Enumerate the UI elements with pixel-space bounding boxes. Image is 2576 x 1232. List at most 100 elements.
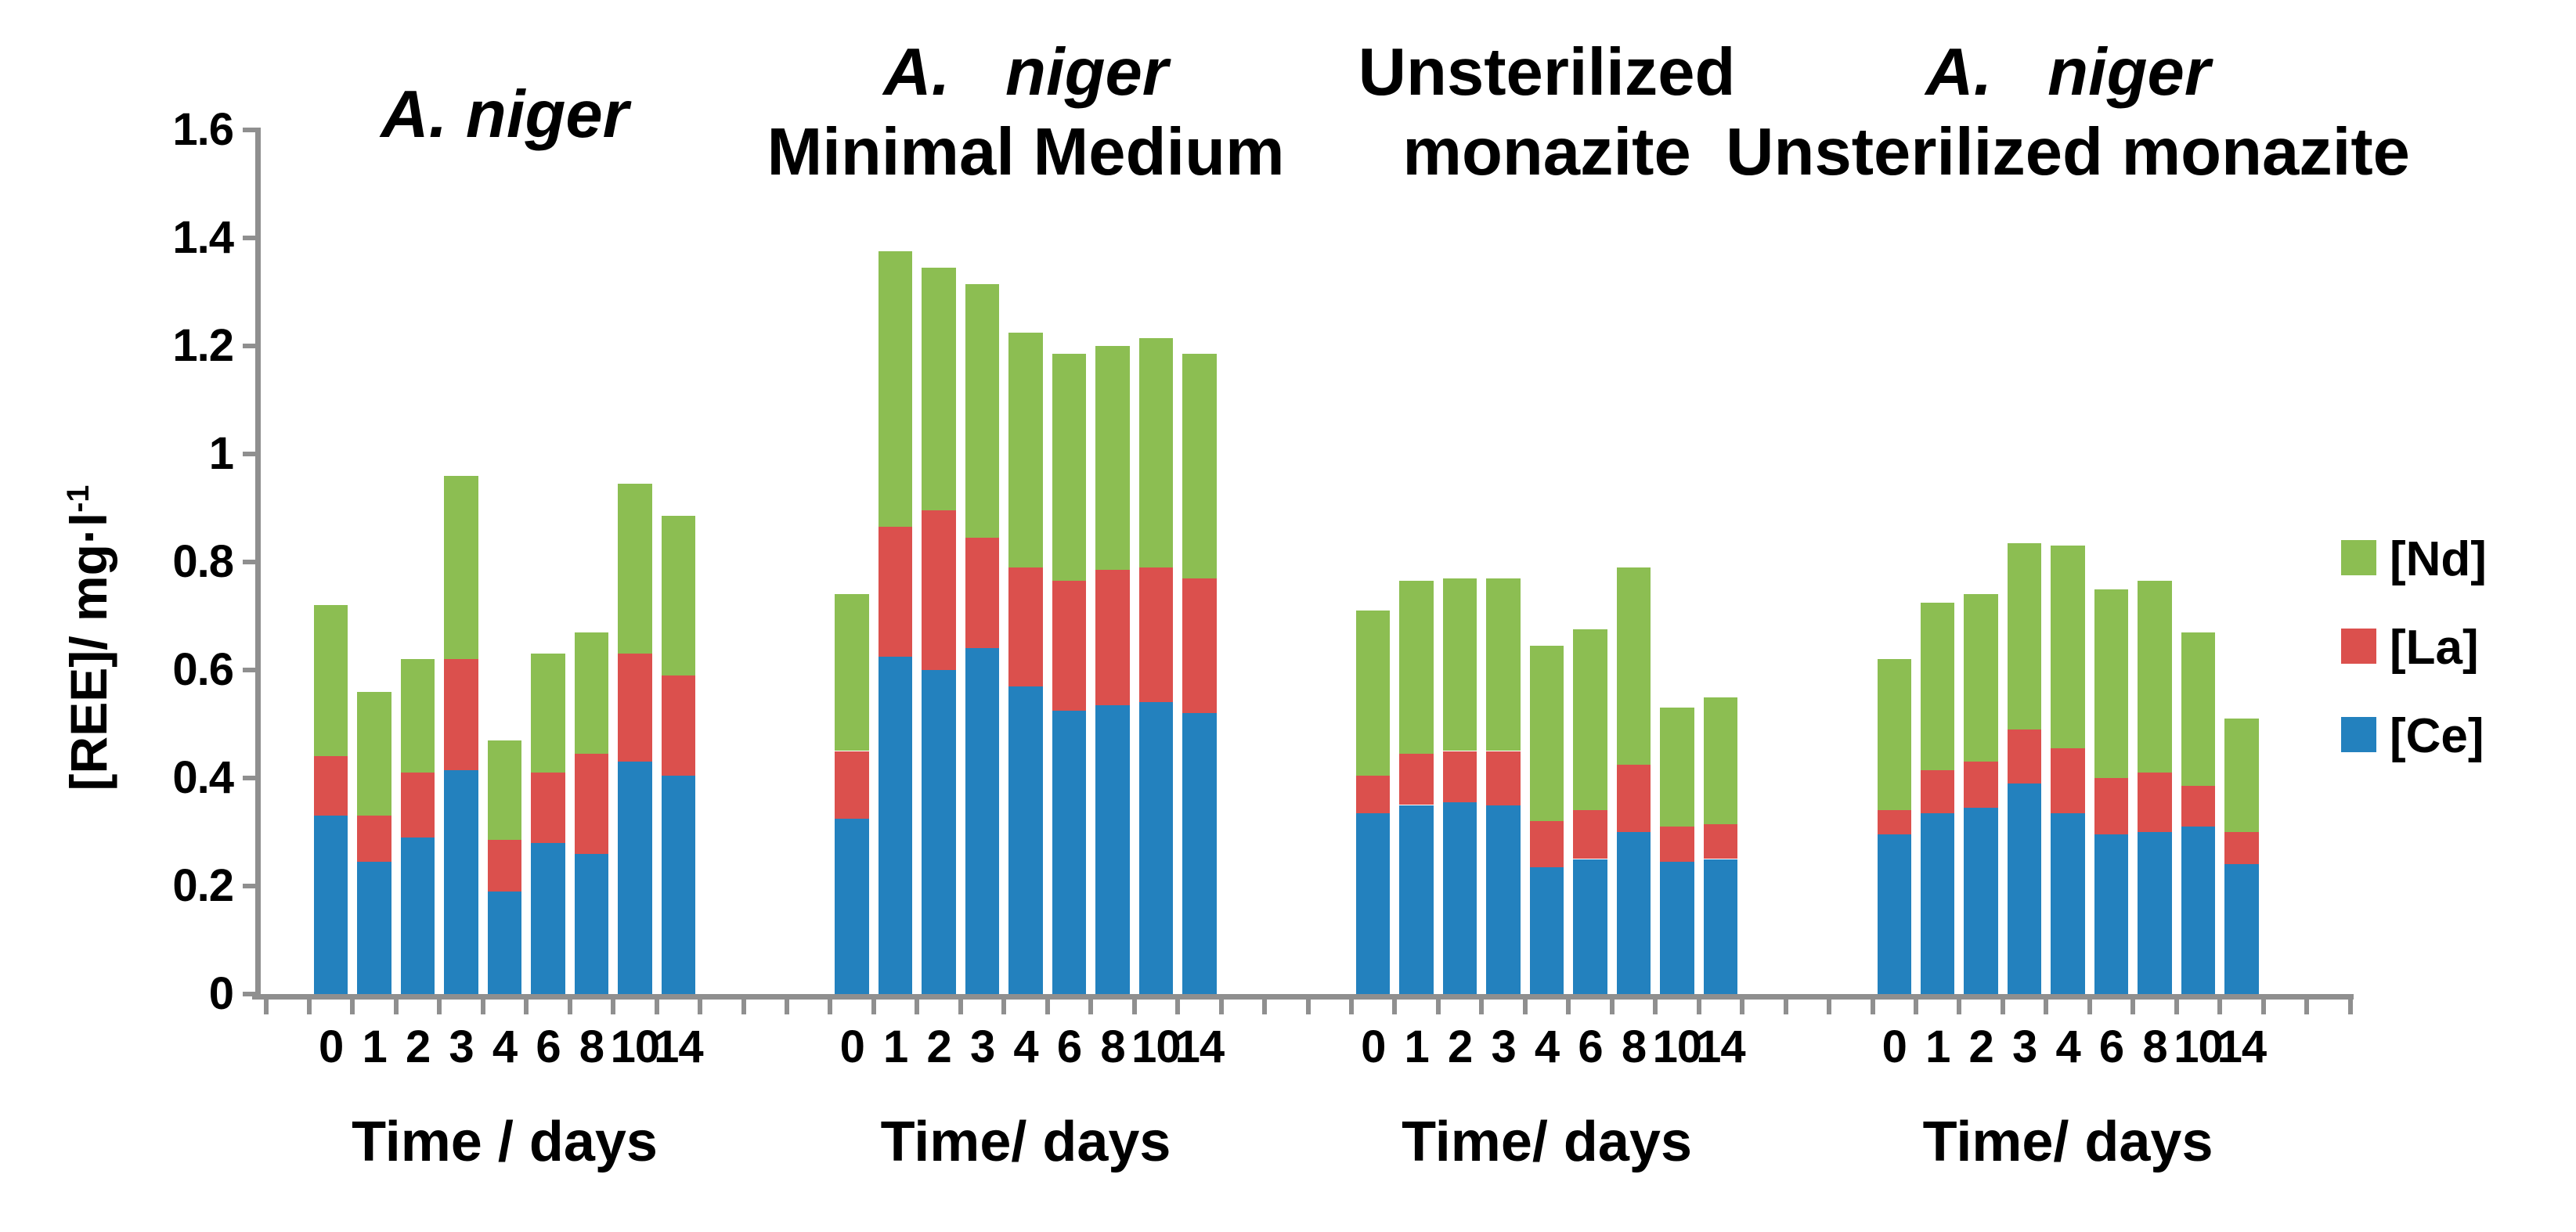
bar-segment-nd	[2051, 546, 2085, 749]
x-axis-category-label: 4	[1534, 1021, 1560, 1072]
x-axis-category-label: 1	[1404, 1021, 1430, 1072]
bar-segment-nd	[1529, 645, 1564, 822]
x-axis-line	[252, 994, 2354, 1000]
bar-segment-la	[618, 654, 652, 762]
panel-title-line: Unsterilized monazite	[1726, 115, 2410, 189]
legend-label-ce: [Ce]	[2390, 709, 2484, 763]
bar-segment-nd	[1660, 708, 1694, 827]
x-axis-category-label: 2	[1448, 1021, 1473, 1072]
x-axis-tick	[654, 994, 659, 1014]
bar-segment-ce	[1182, 713, 1217, 994]
bar-segment-la	[1920, 769, 1955, 813]
x-axis-category-label: 1	[362, 1021, 388, 1072]
panel-title-line: Unsterilized	[1358, 35, 1736, 110]
legend-swatch-nd	[2341, 540, 2376, 575]
bar-segment-nd	[1442, 578, 1477, 751]
bar-segment-ce	[444, 769, 478, 994]
y-axis-tick	[243, 776, 255, 780]
x-axis-tick	[350, 994, 355, 1014]
x-axis-category-label: 4	[1013, 1021, 1038, 1072]
x-axis-tick	[1870, 994, 1875, 1014]
panel-title-line: Minimal Medium	[767, 115, 1285, 189]
x-axis-category-label: 4	[492, 1021, 518, 1072]
x-axis-tick	[1957, 994, 1962, 1014]
bar-segment-nd	[618, 483, 652, 654]
bar-segment-nd	[2094, 589, 2129, 778]
y-axis-tick	[243, 992, 255, 996]
bar-segment-nd	[487, 740, 522, 841]
bar-segment-nd	[1399, 581, 1434, 754]
x-axis-category-label: 10	[1652, 1021, 1703, 1072]
bar-segment-la	[400, 773, 435, 838]
legend-swatch-la	[2341, 629, 2376, 664]
y-axis-tick	[243, 128, 255, 132]
bar-segment-la	[444, 659, 478, 770]
x-axis-title: Time/ days	[1922, 1111, 2213, 1173]
x-axis-category-label: 2	[1968, 1021, 1994, 1072]
bar-segment-la	[1095, 570, 1130, 705]
x-axis-tick	[393, 994, 399, 1014]
bar-segment-nd	[1877, 659, 1911, 811]
bar-segment-nd	[1616, 567, 1651, 765]
bar-segment-ce	[1920, 812, 1955, 994]
x-axis-tick	[1653, 994, 1658, 1014]
y-axis-tick	[243, 668, 255, 672]
y-axis-tick-label: 1.6	[172, 104, 234, 155]
bar-segment-nd	[531, 654, 565, 773]
bar-segment-ce	[1964, 807, 1998, 994]
bar-segment-la	[965, 537, 1000, 649]
panel-title-line: monazite	[1402, 115, 1691, 189]
bar-segment-nd	[878, 251, 913, 528]
x-axis-category-label: 4	[2055, 1021, 2080, 1072]
bar-segment-la	[878, 527, 913, 657]
y-axis-title-superscript: -1	[61, 485, 96, 513]
panel-title: A. niger Minimal Medium	[642, 33, 1409, 193]
bar-segment-la	[574, 753, 609, 854]
bar-segment-ce	[531, 842, 565, 994]
x-axis-tick	[1262, 994, 1268, 1014]
bar-segment-ce	[1877, 834, 1911, 994]
bar-segment-ce	[835, 818, 869, 994]
bar-segment-nd	[1920, 602, 1955, 770]
x-axis-category-label: 6	[2098, 1021, 2124, 1072]
bar-segment-la	[2224, 832, 2259, 865]
x-axis-tick	[1001, 994, 1007, 1014]
y-axis-tick	[243, 884, 255, 888]
bar-segment-nd	[2138, 581, 2172, 773]
y-axis-title: [REE]/ mg·l-1	[43, 321, 117, 955]
bar-segment-la	[531, 773, 565, 843]
bar-segment-ce	[1703, 859, 1738, 994]
bar-segment-nd	[1573, 629, 1607, 811]
y-axis-tick-label: 1.4	[172, 212, 234, 263]
bar-segment-la	[1877, 810, 1911, 835]
x-axis-tick	[1479, 994, 1485, 1014]
bar-segment-ce	[1442, 802, 1477, 994]
x-axis-tick	[1218, 994, 1224, 1014]
x-axis-tick	[2174, 994, 2179, 1014]
bar-segment-nd	[444, 475, 478, 660]
y-axis-tick	[243, 560, 255, 564]
x-axis-tick	[1435, 994, 1441, 1014]
bar-segment-nd	[400, 659, 435, 773]
x-axis-category-label: 8	[1621, 1021, 1647, 1072]
bar-segment-nd	[965, 283, 1000, 538]
bar-segment-ce	[1052, 710, 1087, 994]
x-axis-tick	[306, 994, 312, 1014]
bar-segment-nd	[357, 691, 391, 816]
x-axis-tick	[698, 994, 703, 1014]
bar-segment-ce	[1660, 861, 1694, 994]
bar-segment-nd	[1182, 354, 1217, 578]
bar-segment-nd	[2181, 632, 2216, 787]
bar-segment-ce	[2181, 827, 2216, 994]
y-axis-tick-label: 0.6	[172, 644, 234, 695]
x-axis-tick	[871, 994, 876, 1014]
x-axis-category-label: 0	[1881, 1021, 1907, 1072]
x-axis-tick	[1740, 994, 1745, 1014]
x-axis-tick	[2087, 994, 2092, 1014]
x-axis-category-label: 14	[1174, 1021, 1225, 1072]
bar-segment-nd	[1703, 697, 1738, 824]
bar-segment-ce	[618, 762, 652, 994]
x-axis-tick	[1088, 994, 1094, 1014]
x-axis-category-label: 3	[969, 1021, 995, 1072]
